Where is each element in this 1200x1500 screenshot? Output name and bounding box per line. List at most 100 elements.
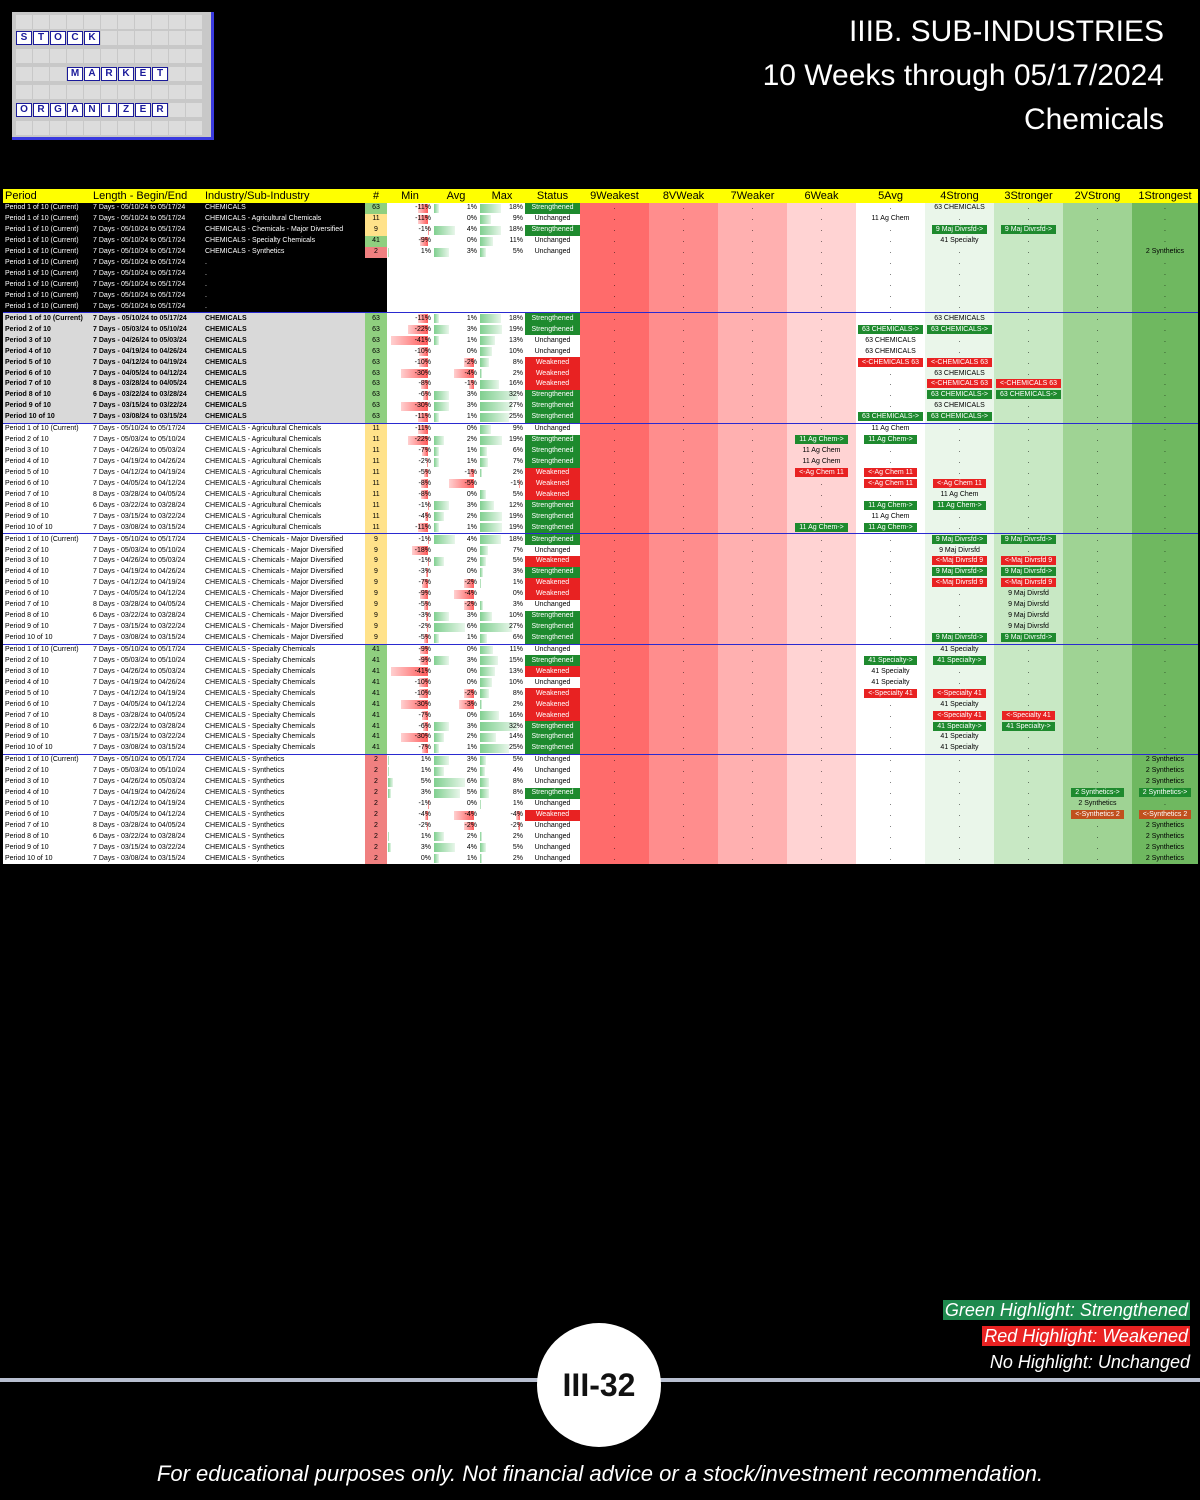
max-cell: -4%	[479, 809, 525, 821]
status-cell	[525, 290, 580, 302]
rank-3-cell: .	[994, 246, 1063, 258]
table-row: Period 8 of 10 6 Days - 03/22/24 to 03/28…	[3, 831, 1198, 843]
rank-6-cell: .	[787, 422, 856, 435]
avg-value: 1%	[466, 204, 477, 212]
max-bar	[479, 766, 485, 776]
length-cell: 7 Days - 04/26/24 to 05/03/24	[91, 335, 203, 347]
rank-9-cell: .	[580, 324, 649, 336]
max-bar	[479, 512, 503, 522]
count-cell: 9	[365, 224, 387, 236]
rank-5-cell: .	[856, 279, 925, 291]
rank-5-cell: <-Ag Chem 11	[856, 478, 925, 490]
max-value: 19%	[508, 512, 523, 520]
length-cell: 8 Days - 03/28/24 to 04/05/24	[91, 489, 203, 501]
min-bar	[427, 799, 429, 809]
rank-1-cell: .	[1132, 688, 1198, 700]
industry-cell: CHEMICALS - Chemicals - Major Diversifie…	[203, 545, 365, 556]
rank-label: 11 Ag Chem	[940, 490, 979, 498]
column-header-8vweak: 8VWeak	[649, 189, 718, 203]
rank-6-cell: .	[787, 411, 856, 424]
industry-cell: CHEMICALS - Specialty Chemicals	[203, 666, 365, 678]
rank-4-cell: .	[925, 588, 994, 600]
count-cell: 11	[365, 489, 387, 501]
count-cell: 2	[365, 809, 387, 821]
industry-cell: CHEMICALS - Synthetics	[203, 820, 365, 832]
rank-9-cell: .	[580, 753, 649, 766]
avg-value: 2%	[466, 557, 477, 565]
count-cell: 63	[365, 312, 387, 325]
rank-8-cell: .	[649, 577, 718, 589]
period-cell: Period 1 of 10 (Current)	[3, 422, 91, 435]
max-value: 10%	[508, 678, 523, 686]
table-row: Period 1 of 10 (Current) 7 Days - 05/10/2…	[3, 312, 1198, 325]
rank-8-cell: .	[649, 599, 718, 611]
rank-6-cell: .	[787, 279, 856, 291]
max-bar	[479, 567, 484, 577]
avg-value: 3%	[466, 325, 477, 333]
rank-7-cell: .	[718, 632, 787, 644]
avg-cell: 3%	[433, 753, 479, 766]
table-row: Period 3 of 10 7 Days - 04/26/24 to 05/03…	[3, 556, 1198, 567]
max-value: 1%	[512, 800, 523, 808]
rank-label: 9 Maj Divrsfd	[1008, 623, 1049, 631]
rank-label: <-Ag Chem 11	[933, 478, 986, 488]
rank-2-cell: .	[1063, 368, 1132, 379]
rank-9-cell: .	[580, 357, 649, 369]
rank-7-cell: .	[718, 290, 787, 302]
min-cell: -11%	[387, 422, 433, 435]
table-row: Period 4 of 10 7 Days - 04/19/24 to 04/26…	[3, 566, 1198, 578]
max-value: 9%	[512, 215, 523, 223]
min-bar	[427, 501, 429, 511]
rank-5-cell: .	[856, 290, 925, 302]
industry-cell: CHEMICALS - Agricultural Chemicals	[203, 456, 365, 468]
rank-1-cell: 2 Synthetics	[1132, 765, 1198, 777]
rank-7-cell: .	[718, 467, 787, 479]
logo-letter: K	[84, 31, 100, 45]
rank-8-cell: .	[649, 588, 718, 600]
rank-5-cell: .	[856, 643, 925, 656]
rank-2-cell: .	[1063, 400, 1132, 412]
logo-letter: I	[101, 103, 117, 117]
rank-3-cell: .	[994, 411, 1063, 424]
table-row: Period 3 of 10 7 Days - 04/26/24 to 05/03…	[3, 776, 1198, 788]
industry-cell: CHEMICALS - Synthetics	[203, 842, 365, 854]
table-row: Period 6 of 10 7 Days - 04/05/24 to 04/12…	[3, 809, 1198, 821]
min-value: -4%	[418, 512, 431, 520]
avg-bar	[453, 589, 475, 599]
min-value: -3%	[418, 568, 431, 576]
rank-label: 9 Maj Divrsfd	[939, 546, 980, 554]
rank-7-cell: .	[718, 203, 787, 214]
count-cell: 11	[365, 434, 387, 446]
avg-bar	[448, 479, 475, 489]
min-bar	[421, 743, 429, 753]
rank-4-cell: 63 CHEMICALS	[925, 312, 994, 325]
rank-1-cell: .	[1132, 710, 1198, 722]
table-row: Period 1 of 10 (Current) 7 Days - 05/10/2…	[3, 246, 1198, 258]
industry-cell: CHEMICALS	[203, 203, 365, 214]
column-header-7weaker: 7Weaker	[718, 189, 787, 203]
rank-8-cell: .	[649, 533, 718, 546]
avg-value: -2%	[464, 358, 477, 366]
length-cell: 7 Days - 03/15/24 to 03/22/24	[91, 621, 203, 633]
status-cell: Unchanged	[525, 235, 580, 247]
period-cell: Period 10 of 10	[3, 522, 91, 534]
rank-7-cell: .	[718, 831, 787, 843]
logo-grid-row	[16, 49, 202, 63]
min-bar	[421, 578, 429, 588]
rank-8-cell: .	[649, 765, 718, 777]
min-value: -2%	[418, 821, 431, 829]
min-cell: -2%	[387, 456, 433, 468]
rank-label: 63 CHEMICALS	[934, 314, 985, 322]
avg-value: -2%	[464, 601, 477, 609]
rank-5-cell: .	[856, 577, 925, 589]
length-cell: 7 Days - 04/26/24 to 05/03/24	[91, 776, 203, 788]
rank-4-cell: 9 Maj Divrsfd->	[925, 632, 994, 644]
min-cell: -4%	[387, 809, 433, 821]
min-bar	[387, 832, 389, 842]
table-row: Period 1 of 10 (Current) 7 Days - 05/10/2…	[3, 203, 1198, 214]
rank-1-cell: .	[1132, 655, 1198, 667]
avg-value: 0%	[466, 678, 477, 686]
min-cell: -9%	[387, 235, 433, 247]
rank-3-cell: 9 Maj Divrsfd->	[994, 533, 1063, 546]
rank-2-cell: .	[1063, 290, 1132, 302]
